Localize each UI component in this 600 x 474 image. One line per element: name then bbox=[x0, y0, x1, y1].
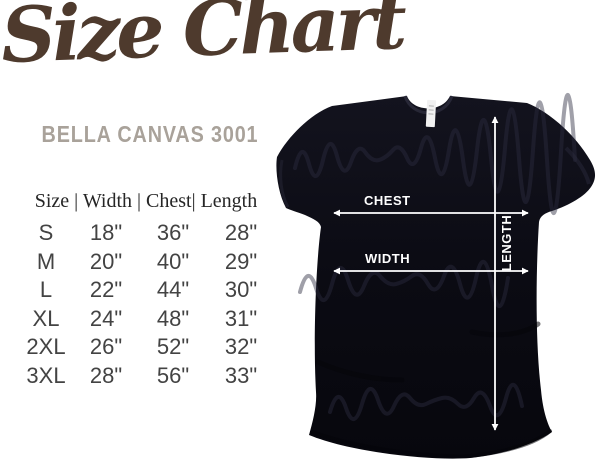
cell-chest: 44" bbox=[156, 277, 190, 302]
cell-size: S bbox=[38, 220, 54, 245]
cell-chest: 40" bbox=[156, 248, 190, 274]
table-row: S 18" 36" 28" bbox=[18, 219, 274, 248]
size-table: Size | Width | Chest| Length S 18" 36" 2… bbox=[18, 188, 274, 390]
cell-length: 29" bbox=[224, 248, 258, 274]
cell-length: 32" bbox=[224, 334, 258, 359]
cell-chest: 52" bbox=[156, 334, 190, 359]
table-row: XL 24" 48" 31" bbox=[18, 305, 274, 334]
table-row: L 22" 44" 30" bbox=[18, 276, 274, 305]
cell-size: M bbox=[36, 248, 56, 274]
tshirt-body bbox=[276, 96, 596, 459]
right-cuff-fold bbox=[564, 146, 591, 185]
cell-size: L bbox=[39, 277, 53, 302]
table-row: 3XL 28" 56" 33" bbox=[18, 362, 274, 391]
chest-label: CHEST bbox=[364, 193, 411, 208]
cell-chest: 56" bbox=[156, 362, 190, 388]
cell-size: 3XL bbox=[26, 362, 66, 388]
left-cuff-fold bbox=[279, 159, 290, 208]
cell-width: 24" bbox=[89, 305, 123, 331]
fabric-watermark bbox=[293, 93, 577, 421]
cell-width: 18" bbox=[89, 220, 123, 245]
cell-width: 22" bbox=[89, 277, 123, 302]
cell-size: 2XL bbox=[26, 334, 66, 359]
size-table-header: Size | Width | Chest| Length bbox=[34, 190, 258, 212]
collar-tag bbox=[425, 99, 437, 128]
cell-length: 31" bbox=[224, 305, 258, 331]
fabric-wrinkles bbox=[310, 321, 552, 459]
cell-width: 28" bbox=[89, 362, 123, 388]
table-row: 2XL 26" 52" 32" bbox=[18, 333, 274, 362]
cell-length: 28" bbox=[224, 220, 258, 245]
cell-chest: 48" bbox=[156, 305, 190, 331]
cell-width: 26" bbox=[89, 334, 123, 359]
length-label: LENGTH bbox=[499, 215, 514, 271]
cell-chest: 36" bbox=[156, 220, 190, 245]
width-label: WIDTH bbox=[365, 251, 410, 266]
table-row: M 20" 40" 29" bbox=[18, 248, 274, 277]
cell-size: XL bbox=[32, 305, 60, 331]
product-name: BELLA CANVAS 3001 bbox=[41, 121, 259, 147]
cell-length: 33" bbox=[224, 362, 258, 388]
cell-width: 20" bbox=[89, 248, 123, 274]
cell-length: 30" bbox=[224, 277, 258, 302]
